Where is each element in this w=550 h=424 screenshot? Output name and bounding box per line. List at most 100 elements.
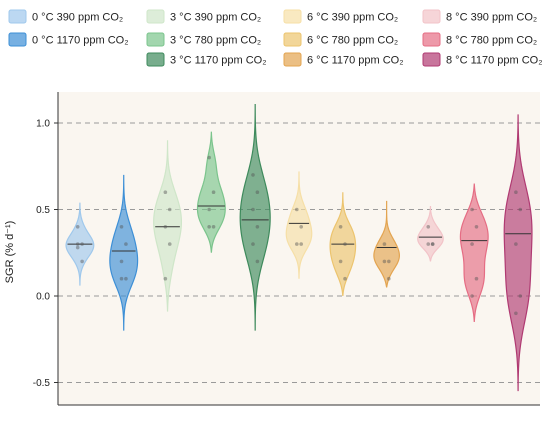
legend-swatch: [422, 52, 441, 67]
data-point: [382, 242, 387, 246]
legend-item: 8 °C 780 ppm CO₂: [422, 32, 537, 47]
data-point: [299, 225, 304, 229]
data-point: [163, 276, 168, 281]
data-point: [80, 242, 84, 246]
violin-body: [417, 206, 444, 262]
y-axis-label: SGR (% d⁻¹): [4, 221, 16, 284]
legend-swatch: [283, 52, 302, 67]
violin-10: [459, 183, 489, 322]
data-point: [518, 207, 523, 212]
violin-9: [417, 206, 444, 262]
legend-item: 3 °C 390 ppm CO₂: [146, 9, 261, 24]
legend-item: 6 °C 390 ppm CO₂: [283, 9, 398, 24]
violin-2: [109, 174, 139, 331]
violin-body: [459, 183, 489, 322]
data-point: [211, 190, 216, 194]
violin-8: [373, 200, 400, 288]
violin-series: [65, 103, 533, 392]
violin-body: [239, 103, 271, 331]
legend-swatch: [422, 9, 441, 24]
data-point: [251, 173, 255, 177]
violin-body: [196, 131, 226, 253]
legend-label: 6 °C 390 ppm CO₂: [307, 12, 398, 24]
legend-item: 6 °C 780 ppm CO₂: [283, 32, 398, 47]
legend-swatch: [146, 52, 165, 67]
legend-label: 8 °C 780 ppm CO₂: [446, 35, 537, 47]
data-point: [343, 242, 347, 246]
data-point: [518, 294, 523, 298]
violin-11: [503, 114, 533, 392]
data-point: [75, 245, 80, 250]
data-point: [343, 276, 347, 281]
data-point: [75, 225, 80, 229]
y-tick-label: 0.5: [36, 205, 50, 216]
violin-body: [373, 200, 400, 288]
data-point: [470, 294, 474, 298]
data-point: [119, 259, 124, 264]
violin-7: [329, 192, 357, 297]
legend-label: 6 °C 780 ppm CO₂: [307, 35, 398, 47]
legend-label: 8 °C 1170 ppm CO₂: [446, 55, 543, 67]
legend-label: 3 °C 1170 ppm CO₂: [170, 55, 267, 67]
data-point: [514, 190, 518, 194]
legend-label: 0 °C 390 ppm CO₂: [32, 12, 123, 24]
legend-swatch: [8, 32, 27, 47]
data-point: [426, 242, 431, 246]
legend-label: 6 °C 1170 ppm CO₂: [307, 55, 404, 67]
data-point: [387, 259, 391, 264]
data-point: [470, 207, 474, 212]
data-point: [251, 242, 255, 246]
violin-body: [153, 140, 183, 312]
data-point: [255, 259, 260, 264]
y-tick-label: 0.0: [36, 292, 50, 303]
data-point: [387, 276, 391, 281]
data-point: [167, 242, 172, 246]
legend-swatch: [422, 32, 441, 47]
legend-item: 0 °C 1170 ppm CO₂: [8, 32, 129, 47]
data-point: [474, 276, 479, 281]
legend-item: 8 °C 390 ppm CO₂: [422, 9, 537, 24]
data-point: [207, 207, 211, 212]
data-point: [338, 225, 343, 229]
data-point: [255, 190, 260, 194]
violin-6: [285, 171, 313, 279]
legend-item: 6 °C 1170 ppm CO₂: [283, 52, 404, 67]
axes: -0.5 0.0 0.5 1.0: [33, 92, 540, 406]
legend-swatch: [283, 32, 302, 47]
data-point: [251, 207, 255, 212]
violin-3: [153, 140, 183, 312]
legend-label: 8 °C 390 ppm CO₂: [446, 12, 537, 24]
data-point: [514, 311, 518, 316]
data-point: [207, 155, 211, 160]
data-point: [295, 207, 299, 212]
violin-5: [239, 103, 271, 331]
violin-body: [109, 174, 139, 331]
violin-4: [196, 131, 226, 253]
data-point: [430, 242, 435, 246]
data-point: [514, 242, 518, 246]
violin-body: [285, 171, 313, 279]
data-point: [430, 242, 435, 246]
violin-body: [503, 114, 533, 392]
legend-item: 3 °C 1170 ppm CO₂: [146, 52, 267, 67]
legend-label: 3 °C 390 ppm CO₂: [170, 12, 261, 24]
legend: 0 °C 390 ppm CO₂ 0 °C 1170 ppm CO₂ 3 °C 39…: [8, 9, 543, 67]
violin-1: [65, 202, 95, 286]
data-point: [80, 259, 84, 264]
data-point: [124, 242, 128, 246]
legend-label: 3 °C 780 ppm CO₂: [170, 35, 261, 47]
data-point: [255, 225, 260, 229]
legend-item: 3 °C 780 ppm CO₂: [146, 32, 261, 47]
data-point: [119, 225, 124, 229]
data-point: [163, 225, 168, 229]
data-point: [75, 242, 80, 246]
y-tick-label: -0.5: [33, 378, 51, 389]
data-point: [119, 276, 124, 281]
legend-label: 0 °C 1170 ppm CO₂: [32, 35, 129, 47]
data-point: [124, 276, 128, 281]
data-point: [426, 225, 431, 229]
data-point: [295, 242, 299, 246]
data-point: [207, 225, 211, 229]
